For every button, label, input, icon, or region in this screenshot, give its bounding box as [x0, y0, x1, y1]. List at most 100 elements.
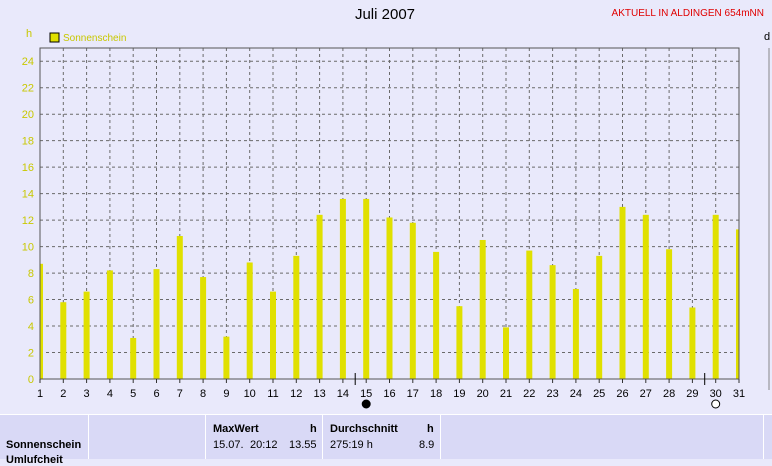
x-tick-label: 14 — [337, 388, 349, 400]
x-tick-label: 15 — [360, 388, 372, 400]
max-time: 20:12 — [250, 439, 278, 451]
avg-unit: h — [427, 423, 434, 435]
y-tick-label: 16 — [22, 162, 34, 174]
chart-title: Juli 2007 — [354, 6, 416, 23]
max-header: MaxWert — [213, 423, 259, 435]
max-cell: MaxWert h 15.07. 20:12 13.55 — [206, 415, 323, 459]
legend: Sonnenschein — [49, 32, 126, 44]
bar-day-6 — [153, 269, 160, 379]
row-label-cell: Sonnenschein Umlufcheit — [0, 415, 89, 466]
bar-day-23 — [549, 265, 556, 379]
bar-day-30 — [712, 214, 719, 379]
bar-day-22 — [526, 250, 533, 379]
full-moon-icon — [711, 399, 721, 409]
x-tick-label: 19 — [453, 388, 465, 400]
x-tick-label: 18 — [430, 388, 442, 400]
bar-day-16 — [386, 217, 393, 379]
x-tick-label: 31 — [733, 388, 745, 400]
bar-day-5 — [130, 337, 137, 379]
x-tick-label: 9 — [223, 388, 229, 400]
y-tick-label: 0 — [28, 374, 34, 386]
row-label: Sonnenschein — [6, 439, 82, 451]
bar-day-29 — [689, 307, 696, 379]
x-tick-label: 16 — [383, 388, 395, 400]
y-tick-label: 14 — [22, 189, 34, 201]
y-tick-label: 24 — [22, 56, 34, 68]
avg-total: 275:19 h — [330, 439, 373, 451]
x-tick-label: 10 — [244, 388, 256, 400]
row-label-2: Umlufcheit — [6, 454, 63, 466]
avg-value: 8.9 — [419, 439, 435, 451]
bars — [40, 198, 739, 379]
x-tick-label: 20 — [477, 388, 489, 400]
bar-day-12 — [293, 255, 300, 379]
bar-day-4 — [106, 270, 113, 379]
x-tick-label: 29 — [686, 388, 698, 400]
bar-day-19 — [456, 306, 463, 379]
x-tick-label: 12 — [290, 388, 302, 400]
x-tick-label: 27 — [640, 388, 652, 400]
bar-day-14 — [339, 198, 346, 379]
x-tick-label: 26 — [616, 388, 628, 400]
bar-day-18 — [433, 251, 440, 379]
x-tick-label: 25 — [593, 388, 605, 400]
x-tick-label: 22 — [523, 388, 535, 400]
y-tick-label: 8 — [28, 268, 34, 280]
x-tick-label: 17 — [407, 388, 419, 400]
x-tick-labels: 1 2 3 4 5 6 7 8 9 10 11 12 13 14 15 16 17 18 19 20 21 22 23 24 2… — [37, 379, 745, 400]
bar-day-21 — [503, 327, 509, 379]
new-moon-icon — [361, 399, 371, 409]
bar-day-1 — [40, 263, 43, 379]
x-tick-label: 1 — [37, 388, 43, 400]
bar-day-8 — [200, 277, 207, 379]
y-tick-label: 22 — [22, 83, 34, 95]
right-axis-label: d — [764, 31, 771, 43]
bar-day-11 — [270, 291, 276, 379]
bar-day-25 — [596, 255, 603, 379]
y-tick-label: 6 — [28, 295, 34, 307]
spacer-cell — [89, 415, 206, 459]
x-tick-label: 28 — [663, 388, 675, 400]
bar-day-2 — [60, 302, 67, 379]
bar-day-10 — [246, 262, 253, 379]
x-tick-label: 5 — [130, 388, 136, 400]
y-tick-label: 20 — [22, 109, 34, 121]
bar-day-3 — [83, 291, 90, 379]
x-tick-label: 21 — [500, 388, 512, 400]
bar-day-15 — [363, 198, 370, 379]
x-tick-label: 8 — [200, 388, 206, 400]
bar-day-24 — [572, 288, 579, 379]
bar-day-13 — [316, 214, 323, 379]
x-tick-label: 2 — [60, 388, 66, 400]
x-tick-label: 30 — [710, 388, 722, 400]
avg-header: Durchschnitt — [330, 423, 398, 435]
legend-swatch — [49, 32, 60, 43]
x-tick-label: 6 — [153, 388, 159, 400]
legend-label: Sonnenschein — [63, 33, 126, 44]
bar-day-17 — [409, 222, 416, 379]
x-tick-label: 11 — [267, 388, 278, 400]
y-tick-label: 4 — [28, 321, 34, 333]
x-tick-label: 3 — [84, 388, 90, 400]
x-tick-label: 24 — [570, 388, 582, 400]
y-axis-label: h — [26, 28, 32, 40]
y-tick-label: 18 — [22, 136, 34, 148]
bar-day-27 — [642, 214, 649, 379]
max-date: 15.07. — [213, 439, 244, 451]
moon-markers — [354, 373, 721, 409]
bar-day-20 — [479, 239, 486, 379]
x-tick-label: 4 — [107, 388, 113, 400]
x-tick-label: 7 — [177, 388, 183, 400]
bar-day-9 — [223, 336, 230, 379]
y-tick-label: 12 — [22, 215, 34, 227]
bar-day-28 — [666, 249, 673, 379]
avg-cell: Durchschnitt h 275:19 h 8.9 — [323, 415, 441, 459]
max-value: 13.55 — [289, 439, 317, 451]
empty-cell — [441, 415, 764, 459]
max-unit: h — [310, 423, 317, 435]
y-tick-label: 2 — [28, 348, 34, 360]
y-tick-label: 10 — [22, 242, 34, 254]
x-tick-label: 13 — [313, 388, 325, 400]
